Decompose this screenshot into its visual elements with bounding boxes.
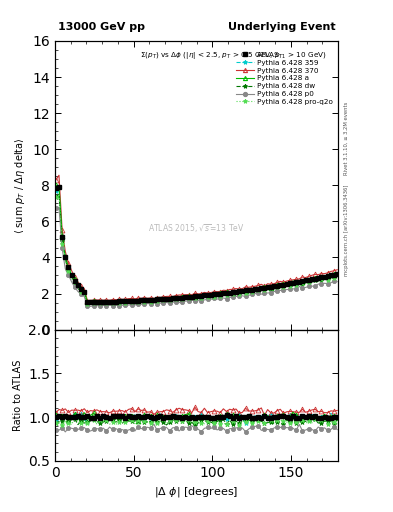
ATLAS xyxy=(335,271,340,277)
Text: mcplots.cern.ch [arXiv:1306.3436]: mcplots.cern.ch [arXiv:1306.3436] xyxy=(344,185,349,276)
Text: 13000 GeV pp: 13000 GeV pp xyxy=(58,23,145,32)
Line: ATLAS: ATLAS xyxy=(53,184,340,305)
Text: Rivet 3.1.10, ≥ 3.2M events: Rivet 3.1.10, ≥ 3.2M events xyxy=(344,101,349,175)
ATLAS xyxy=(300,278,305,284)
ATLAS xyxy=(85,299,90,305)
ATLAS xyxy=(145,297,150,303)
Text: Underlying Event: Underlying Event xyxy=(228,23,335,32)
Text: $\Sigma(p_T)$ vs $\Delta\phi$ ($|\eta|$ < 2.5, $p_T$ > 0.5 GeV, $p_{T1}$ > 10 Ge: $\Sigma(p_T)$ vs $\Delta\phi$ ($|\eta|$ … xyxy=(140,50,327,60)
ATLAS xyxy=(57,184,61,190)
Y-axis label: Ratio to ATLAS: Ratio to ATLAS xyxy=(13,359,23,431)
Y-axis label: $\langle$ sum $p_T$ / $\Delta\eta$ delta$\rangle$: $\langle$ sum $p_T$ / $\Delta\eta$ delta… xyxy=(13,137,27,233)
ATLAS xyxy=(329,272,333,279)
ATLAS xyxy=(294,279,298,285)
X-axis label: $|\Delta\ \phi|$ [degrees]: $|\Delta\ \phi|$ [degrees] xyxy=(154,485,239,499)
Text: ATLAS 2015, $\sqrt{s}$=13 TeV: ATLAS 2015, $\sqrt{s}$=13 TeV xyxy=(148,222,245,235)
ATLAS xyxy=(256,286,261,292)
ATLAS xyxy=(53,185,58,191)
ATLAS xyxy=(98,299,103,305)
Legend: ATLAS, Pythia 6.428 359, Pythia 6.428 370, Pythia 6.428 a, Pythia 6.428 dw, Pyth: ATLAS, Pythia 6.428 359, Pythia 6.428 37… xyxy=(235,50,334,106)
